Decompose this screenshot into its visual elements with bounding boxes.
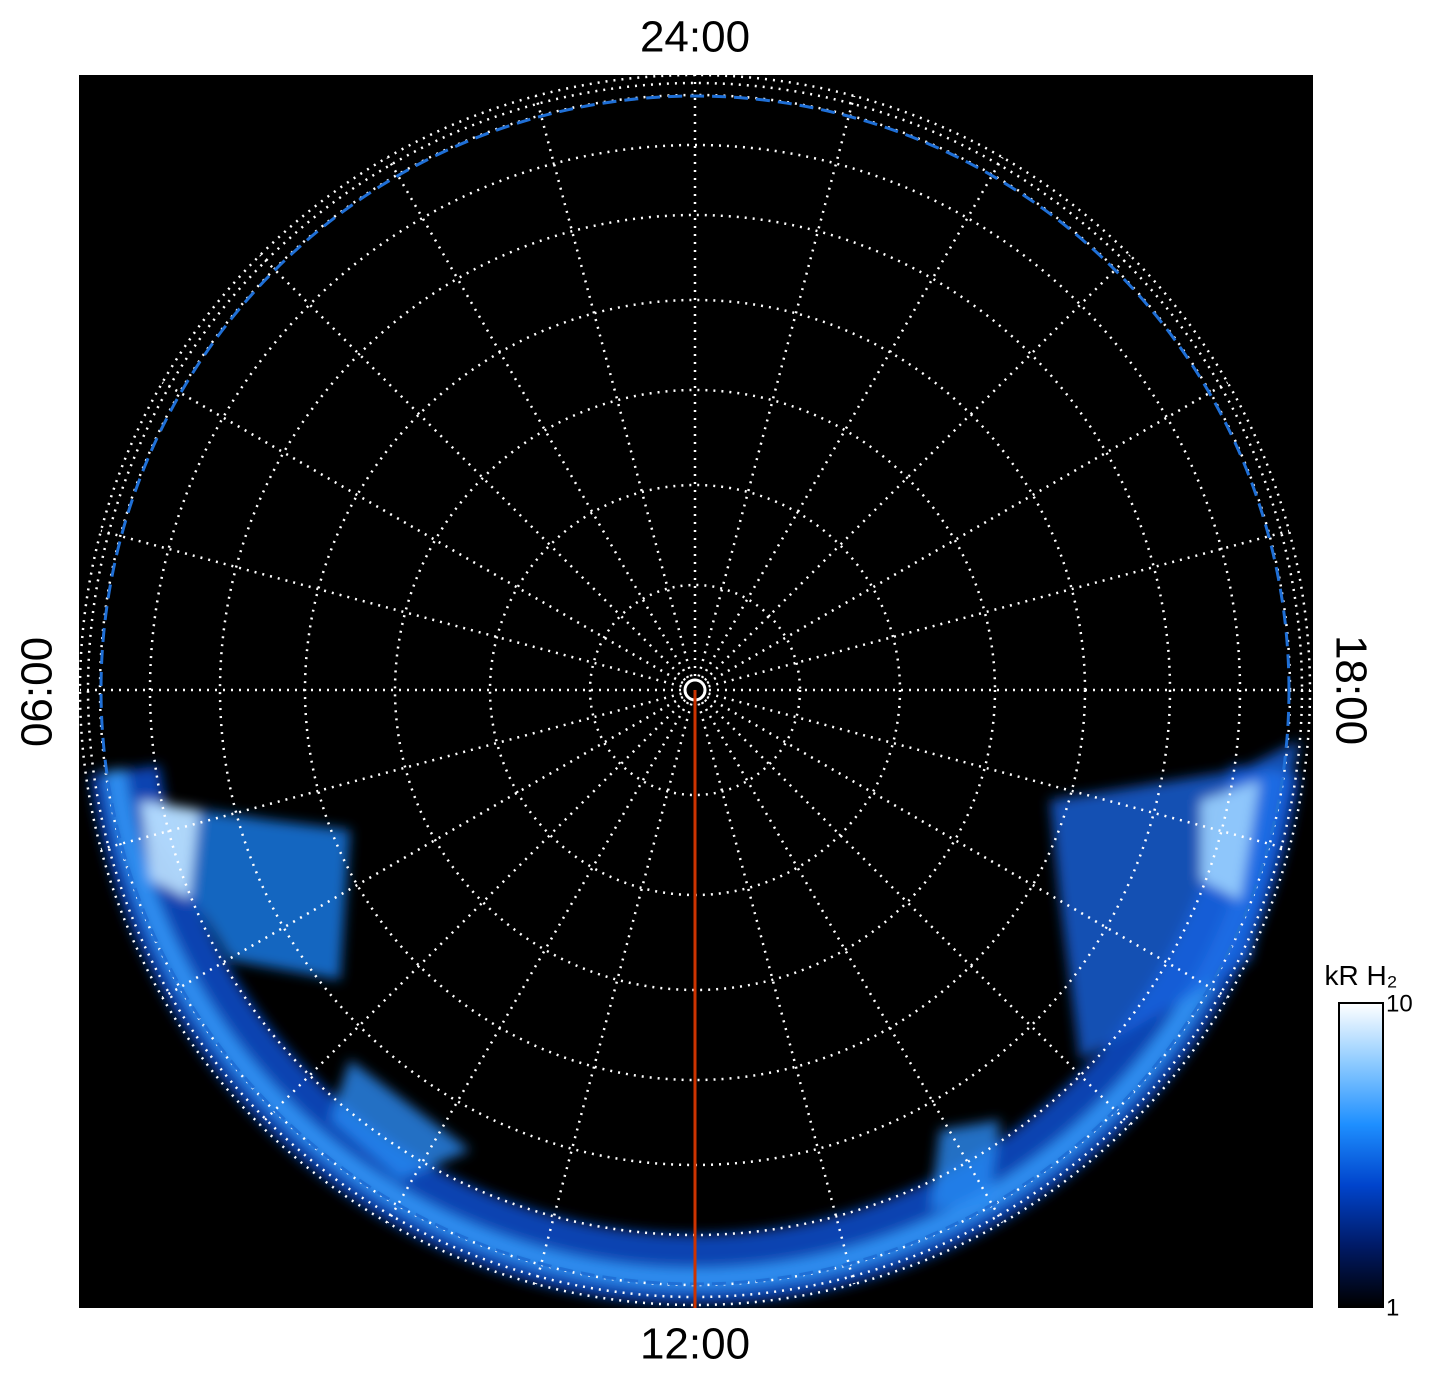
latitude-circle xyxy=(148,143,1242,1237)
colorbar-title: kR H₂ xyxy=(1324,960,1397,991)
latitude-circle xyxy=(588,583,802,797)
colorbar-tick-label: 1 xyxy=(1386,1294,1399,1321)
grid xyxy=(78,73,1312,1308)
label-top: 24:00 xyxy=(640,13,750,62)
label-right: 18:00 xyxy=(1326,635,1375,745)
label-left: 06:00 xyxy=(13,637,62,747)
colorbar-fill xyxy=(1338,1002,1384,1308)
colorbar-tick-label: 10 xyxy=(1386,990,1413,1017)
latitude-circle xyxy=(393,388,997,992)
label-bottom: 12:00 xyxy=(640,1320,750,1369)
